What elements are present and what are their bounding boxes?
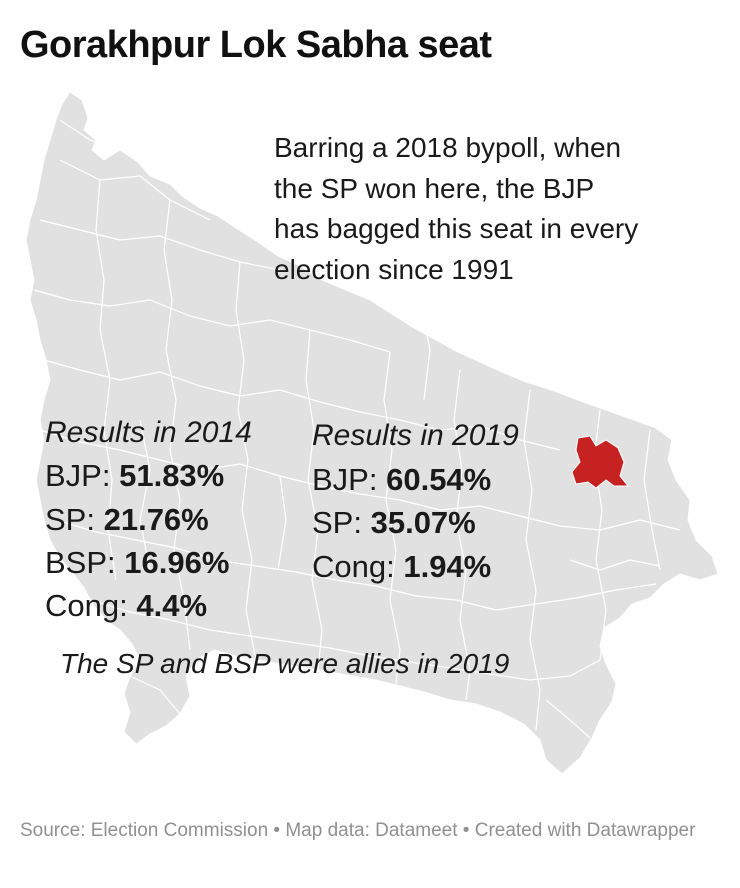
note-line: election since 1991 (274, 253, 514, 285)
party-value: 35.07% (370, 505, 476, 540)
party-label: SP: (312, 505, 371, 540)
annotation-note: Barring a 2018 bypoll, when the SP won h… (274, 128, 714, 290)
source-credit: Source: Election Commission • Map data: … (20, 820, 696, 841)
results-2019-row: Cong: 1.94% (312, 549, 491, 585)
party-label: BSP: (45, 545, 125, 580)
party-label: BJP: (312, 462, 387, 497)
results-2019-heading: Results in 2019 (312, 419, 519, 452)
gorakhpur-constituency (571, 435, 630, 489)
note-line: has bagged this seat in every (274, 213, 639, 244)
party-label: BJP: (45, 458, 120, 493)
results-2014-row: BSP: 16.96% (45, 545, 229, 581)
party-label: Cong: (45, 588, 137, 623)
state-outline (25, 91, 719, 775)
allies-note: The SP and BSP were allies in 2019 (60, 648, 510, 679)
party-label: Cong: (312, 549, 404, 584)
chart-title: Gorakhpur Lok Sabha seat (20, 24, 492, 66)
note-line: the SP won here, the BJP (274, 172, 595, 204)
results-2014-row: Cong: 4.4% (45, 588, 207, 624)
party-value: 51.83% (119, 458, 225, 493)
results-2019-row: SP: 35.07% (312, 505, 476, 541)
party-value: 60.54% (386, 462, 492, 497)
note-line: Barring a 2018 bypoll, when (274, 132, 622, 163)
party-label: SP: (45, 502, 104, 537)
party-value: 21.76% (103, 502, 209, 537)
party-value: 4.4% (136, 588, 208, 623)
party-value: 1.94% (403, 549, 492, 584)
results-2014-heading: Results in 2014 (45, 416, 252, 449)
results-2014-row: BJP: 51.83% (45, 458, 224, 494)
constituency-boundaries (33, 119, 681, 739)
party-value: 16.96% (124, 545, 230, 580)
results-2014-row: SP: 21.76% (45, 502, 209, 538)
results-2019-row: BJP: 60.54% (312, 462, 491, 498)
